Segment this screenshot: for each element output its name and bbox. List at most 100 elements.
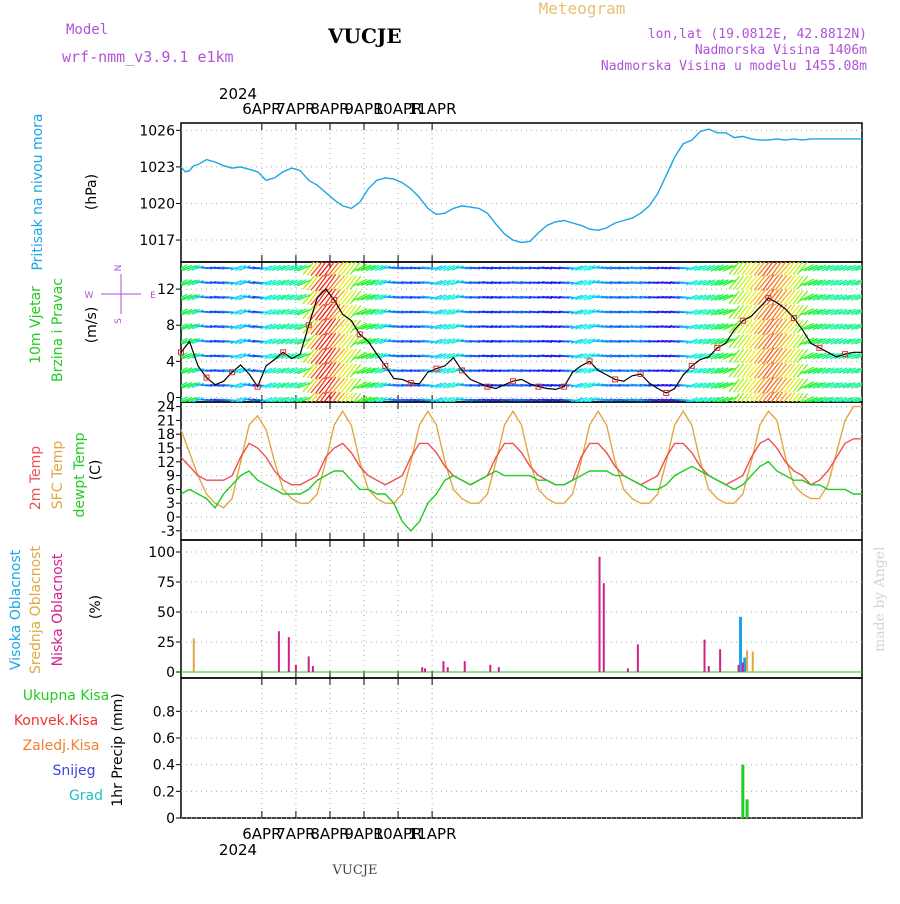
- wind-gust-marker: [203, 374, 210, 381]
- wind-arrow: [340, 304, 354, 320]
- dewpt-temp-line: [180, 460, 862, 532]
- wind-arrow: [434, 279, 447, 286]
- wind-arrow: [728, 363, 741, 378]
- wind-arrow: [774, 333, 788, 350]
- wind-arrow: [796, 262, 809, 275]
- wind-arrow: [702, 323, 716, 330]
- wind-arrow: [728, 262, 741, 275]
- wind-arrow: [365, 323, 380, 331]
- y-tick-label: 100: [148, 545, 175, 561]
- wind-arrow: [714, 308, 729, 316]
- wind-arrow: [336, 363, 349, 379]
- wind-arrow: [579, 397, 592, 402]
- wind-arrow: [796, 378, 809, 393]
- wind-arrow: [370, 308, 384, 316]
- wind-arrow: [575, 353, 588, 359]
- wind-arrow: [182, 382, 197, 389]
- wind-arrow: [302, 378, 315, 393]
- wind-arrow: [310, 392, 320, 402]
- wind-arrow: [792, 363, 804, 378]
- wind-arrow: [181, 381, 188, 387]
- wind-arrow: [446, 308, 460, 316]
- wind-arrow: [443, 264, 456, 272]
- wind-arrow: [711, 396, 725, 402]
- footer-station: VUCJE: [332, 863, 378, 878]
- wind-arrow: [352, 293, 368, 302]
- wind-arrow: [331, 262, 345, 276]
- wind-arrow: [181, 381, 193, 388]
- wind-arrow: [438, 382, 451, 389]
- wind-arrow: [181, 337, 188, 343]
- wind-arrow: [181, 264, 193, 271]
- wind-arrow: [765, 303, 780, 321]
- wind-arrow: [477, 295, 489, 299]
- wind-arrow: [761, 332, 775, 350]
- y-tick-label: 75: [157, 575, 175, 591]
- wind-arrow: [710, 264, 725, 272]
- wind-arrow: [736, 290, 749, 305]
- wind-arrow: [353, 396, 368, 402]
- cloud-label-2: Srednja Oblacnost: [28, 546, 44, 674]
- wind-arrow: [722, 279, 738, 287]
- wind-arrow: [285, 308, 298, 316]
- wind-arrow: [575, 279, 588, 286]
- wind-arrow: [821, 323, 835, 331]
- wind-arrow: [345, 319, 357, 335]
- wind-arrow: [697, 338, 712, 345]
- wind-barbs: [181, 262, 862, 402]
- wind-arrow: [187, 367, 201, 374]
- wind-arrow: [264, 294, 277, 301]
- wind-arrow: [336, 304, 349, 320]
- wind-arrow: [846, 382, 861, 389]
- wind-arrow: [181, 352, 188, 357]
- wind-arrow: [272, 294, 286, 301]
- wind-label-1: 10m Vjetar: [28, 286, 44, 364]
- wind-arrow: [774, 377, 788, 394]
- wind-arrow: [238, 323, 251, 330]
- wind-arrow: [327, 318, 341, 335]
- wind-arrow: [816, 396, 831, 402]
- wind-arrow: [446, 279, 460, 286]
- panel-frame-precip: [180, 677, 863, 819]
- wind-arrow: [318, 288, 333, 306]
- wind-arrow: [446, 323, 460, 330]
- wind-arrow: [834, 382, 848, 389]
- wind-arrow: [657, 384, 667, 387]
- credit-text: made by Angel: [872, 546, 888, 652]
- precip-label-total: Ukupna Kisa: [23, 688, 110, 704]
- wind-arrow: [360, 264, 376, 272]
- pressure-unit: (hPa): [84, 174, 100, 210]
- wind-arrow: [807, 323, 823, 330]
- wind-arrow: [697, 279, 712, 286]
- wind-arrow: [761, 362, 775, 380]
- wind-arrow: [314, 376, 329, 394]
- wind-arrow: [689, 382, 703, 389]
- y-tick-label: 0.2: [153, 784, 175, 800]
- wind-arrow: [761, 347, 775, 365]
- day-label-bottom: 7APR: [276, 825, 315, 843]
- panel-frame-cloud_cover: [180, 539, 863, 679]
- wind-arrow: [306, 289, 320, 306]
- wind-arrow: [783, 377, 796, 393]
- wind-arrow: [778, 275, 793, 291]
- wind-arrow: [855, 282, 862, 286]
- y-tick-label: 50: [157, 605, 175, 621]
- wind-arrow: [438, 323, 451, 330]
- wind-arrow: [289, 396, 303, 402]
- wind-arrow: [234, 323, 247, 330]
- wind-arrow: [323, 288, 337, 307]
- wind-arrow: [778, 348, 793, 364]
- wind-arrow: [323, 317, 337, 336]
- wind-arrow: [846, 367, 861, 374]
- wind-arrow: [718, 382, 734, 389]
- wind-arrow: [234, 279, 247, 286]
- wind-arrow: [430, 323, 443, 330]
- wind-arrow: [830, 337, 843, 345]
- wind-arrow: [733, 290, 745, 305]
- wind-arrow: [792, 275, 804, 290]
- wind-arrow: [685, 338, 698, 345]
- wind-arrow: [842, 264, 856, 272]
- wind-arrow: [749, 377, 763, 393]
- day-label-top: 11APR: [408, 100, 457, 118]
- wind-arrow: [349, 305, 362, 319]
